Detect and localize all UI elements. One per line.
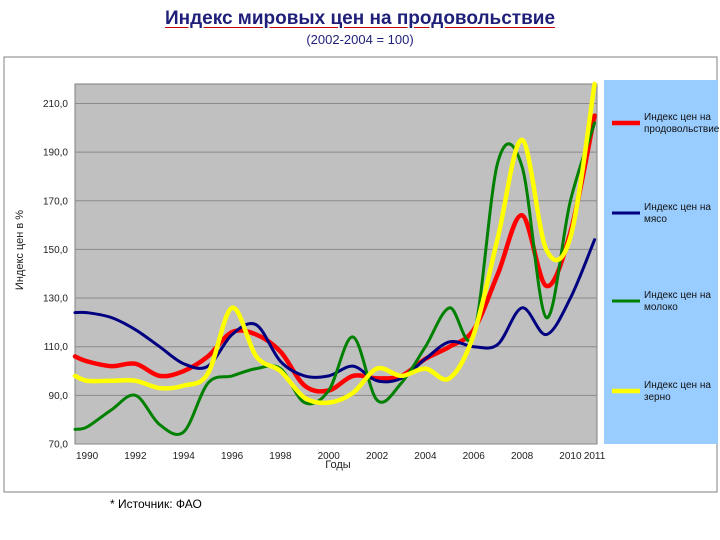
- y-axis-ticks: 70,0 90,0 110,0 130,0 150,0 170,0 190,0 210,0: [43, 99, 68, 451]
- x-tick-label: 1998: [269, 451, 292, 462]
- x-tick-label: 1992: [124, 451, 147, 462]
- x-tick-label: 2008: [511, 451, 534, 462]
- y-tick-label: 210,0: [43, 99, 68, 110]
- x-tick-label: 1994: [173, 451, 196, 462]
- series-line-4: [72, 81, 597, 406]
- x-tick-label: 2000: [318, 451, 341, 462]
- x-tick-label: 2011: [584, 451, 606, 462]
- page-title: Индекс мировых цен на продовольствие: [164, 8, 556, 29]
- page-subtitle: (2002-2004 = 100): [306, 32, 414, 47]
- y-tick-label: 150,0: [43, 245, 68, 256]
- legend: Индекс цен на продовольствие Индекс цен на…: [612, 112, 720, 403]
- y-tick-label: 70,0: [49, 440, 69, 451]
- plot-area: [74, 83, 598, 445]
- y-tick-label: 130,0: [43, 294, 68, 305]
- legend-label-2: Индекс цен на мясо: [644, 202, 711, 225]
- x-axis-ticks: 1990 1992 1994 1996 1998 2000 2002 2004 2006 2008…: [76, 451, 606, 462]
- series-lines: [72, 81, 597, 436]
- series-line-2: [73, 238, 597, 384]
- series-line-1: [72, 113, 597, 394]
- legend-panel: [604, 80, 718, 444]
- x-tick-label: 2006: [463, 451, 486, 462]
- x-tick-label: 2004: [414, 451, 437, 462]
- legend-label-3: Индекс цен на молоко: [644, 290, 711, 313]
- series-line-3: [73, 121, 597, 436]
- source-note: * Источник: ФАО: [110, 497, 202, 511]
- x-tick-label: 1996: [221, 451, 244, 462]
- x-tick-label: 2010: [559, 451, 582, 462]
- x-axis-label: Годы: [325, 459, 351, 471]
- legend-label-4: Индекс цен на зерно: [644, 380, 711, 403]
- legend-label-1: Индекс цен на продовольствие: [644, 112, 720, 135]
- x-tick-label: 1990: [76, 451, 99, 462]
- x-tick-label: 2002: [366, 451, 389, 462]
- y-tick-label: 90,0: [49, 391, 69, 402]
- y-tick-label: 110,0: [44, 342, 69, 353]
- y-tick-label: 170,0: [43, 196, 68, 207]
- y-axis-label: Индекс цен в %: [14, 210, 26, 290]
- y-tick-label: 190,0: [43, 148, 68, 159]
